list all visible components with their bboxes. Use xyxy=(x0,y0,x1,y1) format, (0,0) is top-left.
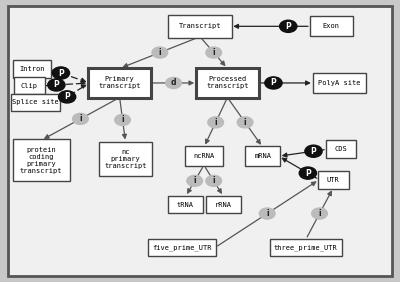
FancyBboxPatch shape xyxy=(13,140,70,181)
FancyBboxPatch shape xyxy=(196,68,259,98)
Text: protein
coding
primary
transcript: protein coding primary transcript xyxy=(20,147,62,174)
Circle shape xyxy=(58,91,76,103)
Circle shape xyxy=(259,208,275,219)
Text: mRNA: mRNA xyxy=(254,153,271,159)
Text: P: P xyxy=(305,169,311,178)
Text: i: i xyxy=(79,114,82,124)
Text: i: i xyxy=(158,48,161,57)
FancyBboxPatch shape xyxy=(11,94,60,111)
Text: Processed
transcript: Processed transcript xyxy=(206,76,249,89)
FancyBboxPatch shape xyxy=(168,196,203,213)
Circle shape xyxy=(299,167,316,179)
Text: five_prime_UTR: five_prime_UTR xyxy=(153,244,212,251)
Text: i: i xyxy=(244,118,246,127)
Text: P: P xyxy=(285,22,291,31)
Text: i: i xyxy=(212,176,215,185)
FancyBboxPatch shape xyxy=(148,239,216,256)
Text: P: P xyxy=(311,147,316,156)
Text: Primary
transcript: Primary transcript xyxy=(98,76,141,89)
Circle shape xyxy=(166,78,181,89)
Text: UTR: UTR xyxy=(327,177,340,183)
FancyBboxPatch shape xyxy=(310,17,353,36)
Text: P: P xyxy=(54,80,59,89)
Text: Intron: Intron xyxy=(20,66,45,72)
Circle shape xyxy=(305,145,322,157)
Circle shape xyxy=(206,47,222,58)
FancyBboxPatch shape xyxy=(14,60,51,78)
Circle shape xyxy=(265,77,282,89)
Text: P: P xyxy=(64,92,70,102)
Text: three_prime_UTR: three_prime_UTR xyxy=(274,244,338,251)
Text: Clip: Clip xyxy=(21,83,38,89)
FancyBboxPatch shape xyxy=(246,146,280,166)
Text: PolyA site: PolyA site xyxy=(318,80,360,86)
FancyBboxPatch shape xyxy=(168,15,232,38)
Circle shape xyxy=(206,175,222,186)
Text: i: i xyxy=(266,209,268,218)
FancyBboxPatch shape xyxy=(185,146,223,166)
Text: ncRNA: ncRNA xyxy=(193,153,214,159)
Text: Transcript: Transcript xyxy=(179,23,221,29)
Circle shape xyxy=(73,113,88,124)
FancyBboxPatch shape xyxy=(206,196,241,213)
FancyBboxPatch shape xyxy=(88,68,151,98)
FancyBboxPatch shape xyxy=(326,140,356,158)
Text: i: i xyxy=(318,209,321,218)
Text: i: i xyxy=(214,118,217,127)
Circle shape xyxy=(115,114,130,125)
Text: i: i xyxy=(193,176,196,185)
Circle shape xyxy=(280,20,297,32)
FancyBboxPatch shape xyxy=(99,142,152,176)
Text: P: P xyxy=(58,69,64,78)
Circle shape xyxy=(312,208,327,219)
Circle shape xyxy=(152,47,168,58)
Text: Exon: Exon xyxy=(323,23,340,29)
Text: i: i xyxy=(121,115,124,124)
FancyBboxPatch shape xyxy=(8,6,392,276)
Circle shape xyxy=(208,117,224,128)
Text: CDS: CDS xyxy=(335,146,348,152)
FancyBboxPatch shape xyxy=(312,73,366,93)
Text: Splice site: Splice site xyxy=(12,99,59,105)
Circle shape xyxy=(237,117,253,128)
Text: rRNA: rRNA xyxy=(215,202,232,208)
FancyBboxPatch shape xyxy=(318,171,348,189)
FancyBboxPatch shape xyxy=(270,239,342,256)
FancyBboxPatch shape xyxy=(14,77,45,94)
Text: tRNA: tRNA xyxy=(177,202,194,208)
Circle shape xyxy=(48,79,65,91)
Circle shape xyxy=(52,67,70,79)
Circle shape xyxy=(187,175,202,186)
Text: P: P xyxy=(270,78,276,87)
Text: d: d xyxy=(171,78,176,87)
Text: nc
primary
transcript: nc primary transcript xyxy=(104,149,147,169)
Text: i: i xyxy=(212,48,215,57)
